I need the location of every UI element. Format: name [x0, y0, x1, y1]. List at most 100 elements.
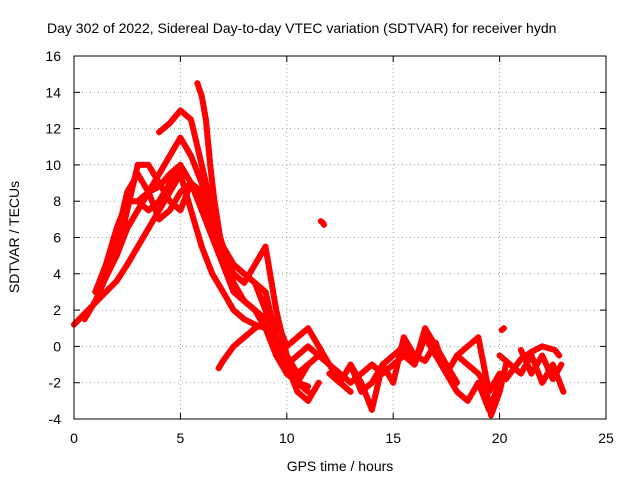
data-point: [362, 390, 369, 397]
data-point: [196, 174, 203, 181]
data-point: [156, 198, 163, 205]
data-point: [275, 339, 282, 346]
y-tick-label: -2: [49, 375, 62, 391]
data-point: [188, 116, 195, 123]
data-point: [198, 243, 205, 250]
data-point: [102, 270, 109, 277]
data-point: [307, 393, 314, 400]
data-point: [310, 357, 317, 364]
data-point: [105, 260, 112, 267]
data-point: [150, 216, 157, 223]
data-point: [161, 161, 168, 168]
data-point: [212, 203, 219, 210]
data-point: [114, 247, 121, 254]
data-point: [481, 364, 488, 371]
data-point: [241, 298, 248, 305]
data-point: [218, 241, 225, 248]
data-point: [130, 182, 137, 189]
data-point: [235, 293, 242, 300]
data-point: [539, 379, 546, 386]
y-tick-label: 8: [53, 193, 61, 209]
data-point: [219, 288, 226, 295]
data-point: [84, 311, 91, 318]
data-point: [205, 141, 212, 148]
data-point: [202, 116, 209, 123]
data-point: [132, 211, 139, 218]
data-point: [226, 276, 233, 283]
data-point: [439, 360, 446, 367]
data-point: [368, 361, 375, 368]
data-point: [257, 252, 264, 259]
data-point: [251, 325, 258, 332]
data-point: [347, 379, 354, 386]
data-point: [134, 161, 141, 168]
data-point: [374, 381, 381, 388]
data-point: [145, 225, 152, 232]
data-point: [464, 361, 471, 368]
data-point: [476, 339, 483, 346]
data-point: [219, 357, 226, 364]
data-point: [294, 379, 301, 386]
data-point: [193, 141, 200, 148]
data-series: [71, 80, 567, 419]
data-point: [194, 80, 201, 87]
data-point: [391, 374, 398, 381]
data-point: [302, 366, 309, 373]
data-point: [275, 321, 282, 328]
data-point: [211, 275, 218, 282]
data-point: [257, 322, 264, 329]
data-point: [400, 334, 407, 341]
data-point: [283, 370, 290, 377]
data-point: [451, 384, 458, 391]
data-point: [408, 357, 415, 364]
data-point: [222, 293, 229, 300]
data-point: [159, 179, 166, 186]
data-point: [113, 278, 120, 285]
data-point: [145, 189, 152, 196]
data-point: [257, 311, 264, 318]
data-point: [174, 139, 181, 146]
data-point: [477, 344, 484, 351]
data-point: [494, 393, 501, 400]
data-point: [241, 334, 248, 341]
data-point: [297, 375, 304, 382]
data-point: [482, 385, 489, 392]
data-point: [251, 261, 258, 268]
data-point: [219, 252, 226, 259]
data-point: [263, 248, 270, 255]
data-point: [491, 402, 498, 409]
series-track-15: [502, 343, 563, 383]
data-point: [199, 98, 206, 105]
data-point: [92, 298, 99, 305]
data-point: [178, 176, 185, 183]
data-point: [350, 366, 357, 373]
data-point: [289, 338, 296, 345]
data-point: [126, 220, 133, 227]
data-point: [156, 183, 163, 190]
data-point: [408, 347, 415, 354]
data-point: [411, 361, 418, 368]
data-point: [434, 344, 441, 351]
data-point: [156, 129, 163, 136]
data-point: [551, 347, 558, 354]
data-point: [177, 189, 184, 196]
data-point: [545, 345, 552, 352]
data-point: [514, 361, 521, 368]
data-point: [556, 352, 563, 359]
data-point: [262, 243, 269, 250]
data-point: [422, 357, 429, 364]
data-point: [289, 357, 296, 364]
data-point: [207, 167, 214, 174]
data-point: [485, 401, 492, 408]
data-point: [129, 252, 136, 259]
y-tick-label: 0: [53, 338, 61, 354]
data-point: [198, 161, 205, 168]
data-point: [219, 247, 226, 254]
data-point: [299, 370, 306, 377]
data-point: [422, 325, 429, 332]
data-point: [382, 366, 389, 373]
data-point: [206, 151, 213, 158]
data-point: [464, 343, 471, 350]
data-point: [500, 325, 507, 332]
